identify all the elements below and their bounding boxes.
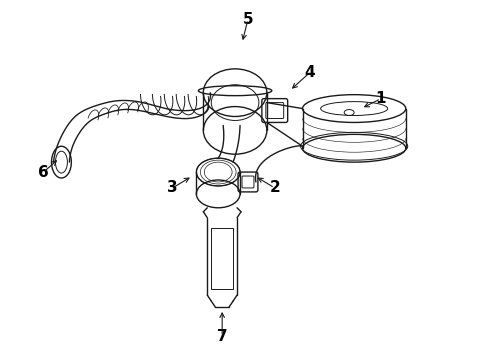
Bar <box>211 228 233 289</box>
Text: 2: 2 <box>270 180 280 195</box>
Text: 7: 7 <box>217 329 227 344</box>
Text: 6: 6 <box>38 165 49 180</box>
Text: 5: 5 <box>243 12 253 27</box>
Text: 3: 3 <box>167 180 178 195</box>
Text: 1: 1 <box>376 91 386 106</box>
Text: 4: 4 <box>304 65 315 80</box>
